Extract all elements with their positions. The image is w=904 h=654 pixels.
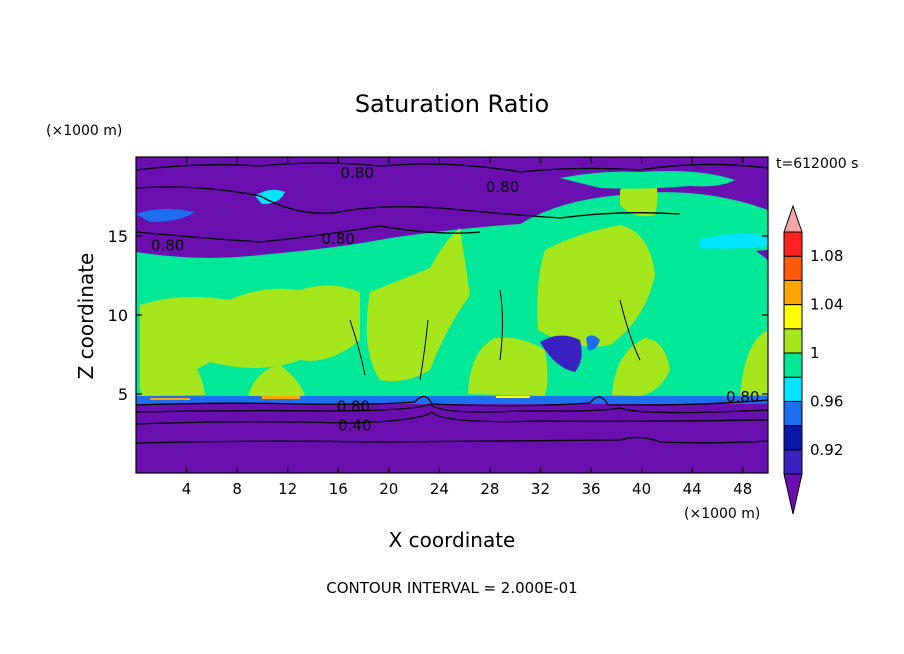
contour-label: 0.80	[337, 398, 370, 416]
contour-label-text: 0.40	[338, 417, 371, 435]
colorbar-swatch	[783, 279, 803, 306]
x-unit-label: (×1000 m)	[684, 506, 760, 522]
field-saturated-spot-1	[150, 398, 190, 400]
field-patch-6	[140, 350, 205, 396]
contour-label: 0.80	[340, 164, 373, 182]
field-patch-3	[468, 337, 548, 396]
x-tick-label: 4	[182, 480, 192, 498]
x-tick-label: 28	[480, 480, 499, 498]
colorbar-swatch	[783, 425, 803, 451]
chart-title: Saturation Ratio	[355, 90, 549, 118]
field-boundary-layer	[136, 396, 768, 404]
colorbar-swatch	[783, 376, 803, 402]
colorbar-label: 0.96	[810, 392, 843, 410]
contour-label: 0.80	[726, 388, 759, 406]
field-patch-5	[612, 338, 670, 396]
x-tick-label: 12	[278, 480, 297, 498]
x-tick-label: 44	[683, 480, 702, 498]
field-saturated-spot-2	[262, 396, 300, 399]
colorbar-swatch	[783, 328, 803, 354]
colorbar-label: 1	[810, 344, 820, 362]
x-tick-label: 20	[379, 480, 398, 498]
colorbar-swatch	[783, 304, 803, 330]
colorbar-swatch	[783, 449, 803, 475]
y-tick-label: 10	[108, 306, 128, 325]
contour-label-text: 0.80	[151, 236, 184, 254]
y-tick-label: 5	[118, 385, 128, 404]
contour-lines	[136, 162, 768, 444]
colorbar-swatch	[783, 400, 803, 427]
x-tick-label: 36	[581, 480, 600, 498]
saturation-field: 0.800.800.80 0.800.800.400.80	[136, 157, 768, 473]
field-dry-floor	[136, 404, 768, 473]
contour-label-text: 0.80	[726, 388, 759, 406]
colorbar-min-arrow	[783, 473, 803, 515]
field-streak-2	[255, 189, 285, 204]
x-tick-label: 40	[632, 480, 651, 498]
field-streak-1	[560, 171, 735, 189]
time-label: t=612000 s	[776, 156, 858, 172]
field-patch-1	[140, 285, 360, 390]
x-tick-label: 8	[232, 480, 242, 498]
colorbar-label: 1.04	[810, 296, 843, 314]
field-dry-cell	[540, 335, 582, 372]
colorbar-label: 1.08	[810, 247, 843, 265]
x-tick-label: 32	[531, 480, 550, 498]
field-patch-8	[740, 330, 768, 395]
contour-label: 0.80	[322, 230, 355, 248]
x-axis-label: X coordinate	[389, 528, 516, 552]
x-tick-label: 48	[733, 480, 752, 498]
x-tick-label: 24	[430, 480, 449, 498]
colorbar: 0.92 0.96 1 1.04 1.08	[783, 204, 843, 515]
field-patch-7	[248, 365, 305, 396]
contour-label: 0.40	[338, 417, 371, 435]
field-patch-4	[537, 225, 655, 347]
contour-label: 0.80	[486, 178, 519, 196]
field-blue-cell	[586, 335, 600, 351]
colorbar-swatch	[783, 352, 803, 378]
y-tick-label: 15	[108, 227, 128, 246]
colorbar-swatch	[783, 255, 803, 281]
contour-interval-note: CONTOUR INTERVAL = 2.000E-01	[326, 579, 577, 597]
y-axis-label: Z coordinate	[74, 253, 98, 380]
colorbar-label: 0.92	[810, 441, 843, 459]
contour-label-text: 0.80	[322, 230, 355, 248]
y-unit-label: (×1000 m)	[46, 123, 122, 139]
field-saturated-spot-3	[496, 396, 530, 398]
colorbar-max-arrow	[783, 204, 803, 233]
x-tick-label: 16	[329, 480, 348, 498]
contour-label: 0.80	[151, 236, 184, 254]
contour-label-text: 0.80	[486, 178, 519, 196]
field-streak-4	[700, 233, 768, 249]
field-streak-3	[136, 208, 195, 222]
contour-label-text: 0.80	[337, 398, 370, 416]
contour-label-text: 0.80	[340, 164, 373, 182]
colorbar-swatch	[783, 231, 803, 257]
field-patch-2	[366, 228, 470, 382]
